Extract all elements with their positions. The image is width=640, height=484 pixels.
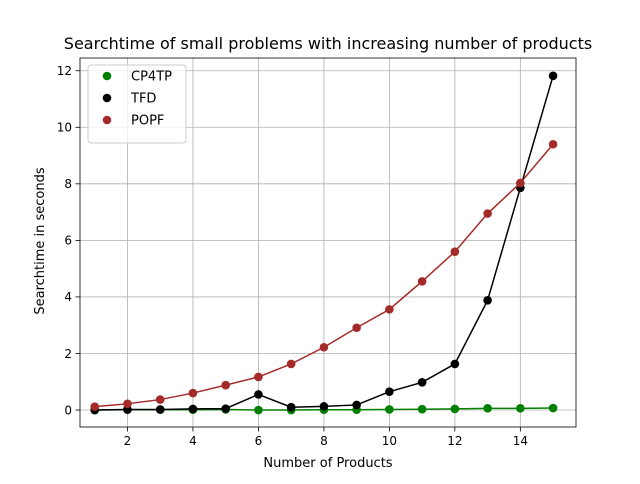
y-tick-label: 6: [64, 234, 72, 248]
y-tick-label: 0: [64, 403, 72, 417]
data-point-popf: [385, 305, 394, 314]
data-point-tfd: [450, 359, 460, 369]
data-point-popf: [123, 399, 132, 409]
data-point-tfd: [155, 405, 165, 414]
legend-marker-tfd: [102, 93, 112, 103]
y-tick-label: 2: [64, 347, 72, 361]
data-point-tfd: [286, 402, 296, 412]
x-tick-label: 4: [189, 434, 197, 448]
x-tick-label: 14: [513, 434, 528, 448]
data-point-cp4tp: [483, 404, 492, 413]
data-point-tfd: [417, 378, 427, 387]
data-point-tfd: [319, 402, 329, 411]
data-point-popf: [286, 359, 296, 369]
series-group: [90, 71, 558, 415]
y-tick-label: 10: [57, 121, 72, 135]
axes: 2 4 6 8 10 12 14 0 2 4 6 8 10 12: [57, 57, 577, 448]
data-point-cp4tp: [450, 404, 460, 414]
y-axis-label: Searchtime in seconds: [33, 167, 48, 315]
legend-label-cp4tp: CP4TP: [131, 70, 172, 85]
data-point-popf: [188, 388, 198, 398]
data-point-cp4tp: [516, 404, 525, 413]
data-point-popf: [319, 342, 329, 352]
legend-label-tfd: TFD: [130, 92, 156, 107]
data-point-tfd: [254, 390, 263, 399]
legend-marker-popf: [102, 115, 112, 125]
data-point-popf: [483, 209, 492, 218]
legend: CP4TP TFD POPF: [87, 64, 187, 144]
data-point-popf: [155, 395, 165, 404]
x-tick-label: 6: [255, 434, 263, 448]
data-point-cp4tp: [417, 404, 427, 414]
x-tick-label: 2: [124, 434, 132, 448]
y-tick-label: 12: [57, 64, 72, 78]
data-point-popf: [548, 139, 558, 149]
x-tick-label: 8: [320, 434, 328, 448]
legend-box: [87, 64, 187, 144]
data-point-popf: [254, 372, 263, 382]
data-point-popf: [417, 277, 427, 286]
data-point-popf: [450, 247, 460, 256]
data-point-popf: [221, 380, 230, 390]
plot-frame: [79, 57, 577, 428]
data-point-tfd: [548, 71, 558, 81]
data-point-popf: [90, 402, 100, 411]
data-point-tfd: [385, 387, 394, 396]
data-point-tfd: [483, 296, 492, 305]
y-tick-label: 4: [64, 290, 72, 304]
data-point-cp4tp: [385, 405, 394, 414]
x-axis-label: Number of Products: [263, 456, 392, 471]
data-point-cp4tp: [548, 403, 558, 413]
data-point-tfd: [188, 404, 198, 414]
data-point-popf: [352, 323, 361, 333]
legend-label-popf: POPF: [131, 114, 164, 129]
chart-title: Searchtime of small problems with increa…: [64, 34, 592, 53]
y-tick-label: 8: [64, 177, 72, 191]
data-point-tfd: [352, 400, 361, 410]
x-tick-label: 12: [447, 434, 462, 448]
data-point-popf: [516, 178, 525, 188]
data-point-cp4tp: [254, 405, 263, 415]
legend-marker-cp4tp: [102, 71, 112, 81]
x-tick-label: 10: [382, 434, 397, 448]
data-point-tfd: [221, 404, 230, 413]
